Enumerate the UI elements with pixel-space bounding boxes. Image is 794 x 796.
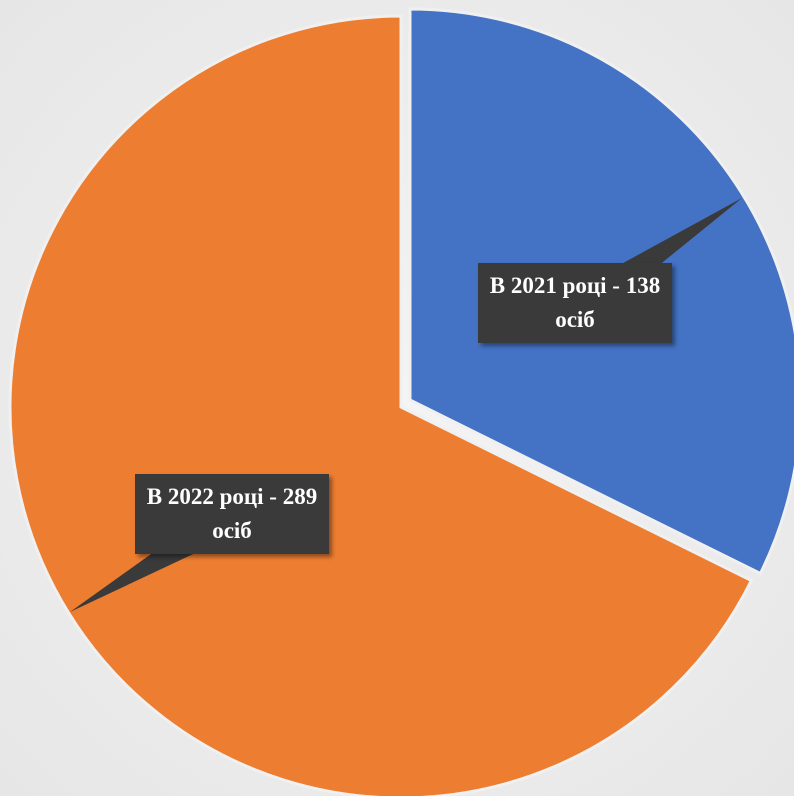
data-label: В 2022 році - 289 осіб [135, 474, 329, 554]
data-label: В 2021 році - 138 осіб [478, 263, 672, 343]
pie-slice [8, 14, 754, 796]
